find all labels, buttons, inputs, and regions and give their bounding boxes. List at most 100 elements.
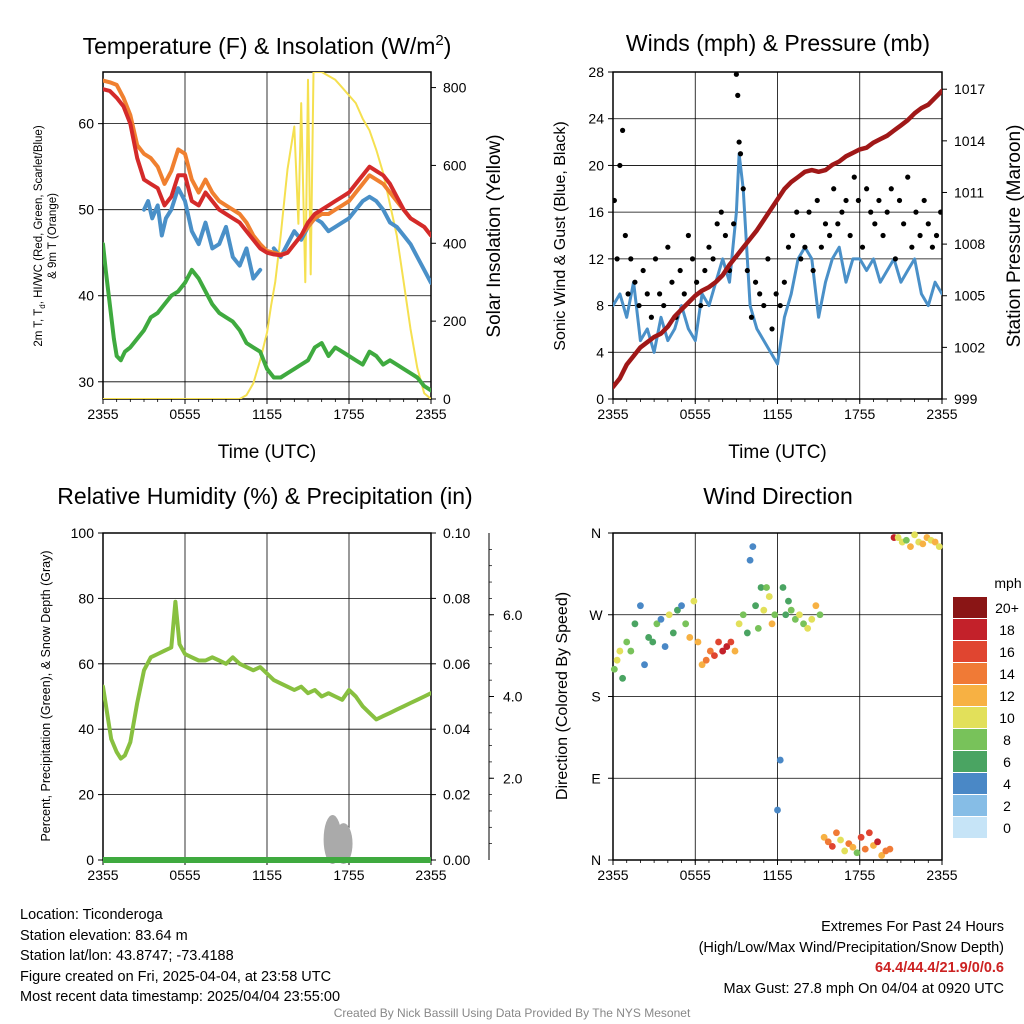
gust-point: [864, 186, 870, 192]
gust-point: [765, 256, 771, 262]
legend-label: 6: [1003, 754, 1011, 770]
wind-direction-point: [878, 852, 886, 859]
y2-tick-label: 0.04: [443, 721, 470, 737]
legend-label: 12: [999, 688, 1015, 704]
y-tick-label: 24: [588, 111, 604, 127]
wind-direction-point: [886, 845, 894, 853]
y2-tick-label: 800: [443, 80, 467, 96]
gust-point: [698, 302, 704, 309]
x-tick-label: 2355: [597, 406, 628, 422]
gust-point: [868, 209, 874, 215]
wind-direction-point: [674, 606, 681, 614]
y2-tick-label: 1008: [954, 236, 985, 252]
y-axis-label-part: , HI/WC (Red, Green, Scarlet/Blue): [33, 125, 45, 304]
station-latlon: Station lat/lon: 43.8747; -73.4188: [20, 948, 234, 964]
wind-direction-point: [765, 593, 773, 600]
x-tick-label: 0555: [169, 406, 200, 422]
y2-tick-label: 1017: [954, 81, 985, 97]
gust-point: [733, 72, 739, 77]
max-gust: Max Gust: 27.8 mph On 04/04 at 0920 UTC: [723, 980, 1004, 997]
wind-direction-point: [874, 838, 881, 846]
wind-direction-point: [808, 615, 816, 623]
y-tick-label: 50: [78, 202, 94, 218]
wind-direction-point: [907, 543, 914, 551]
x-tick-label: 2355: [415, 406, 446, 422]
y-axis-label: Percent, Precipitation (Green), & Snow D…: [39, 550, 53, 841]
y2-axis-label: Station Pressure (Maroon): [1004, 125, 1024, 348]
gust-point: [744, 267, 750, 274]
gust-point: [872, 221, 878, 227]
y2-tick-label: 600: [443, 157, 467, 173]
credit-line: Created By Nick Bassill Using Data Provi…: [333, 1006, 691, 1020]
wind-direction-point: [804, 624, 812, 632]
legend-label: 20+: [995, 600, 1019, 616]
x-tick-label: 0555: [680, 867, 711, 883]
y2-tick-label: 0.10: [443, 525, 470, 541]
gust-point: [789, 232, 796, 239]
wind-direction-point: [661, 643, 669, 650]
x-tick-label: 2355: [87, 867, 118, 883]
legend-label: 2: [1003, 798, 1011, 814]
series-line-solar-insolation: [103, 72, 431, 399]
gust-point: [677, 267, 683, 274]
y2-tick-label: 0.08: [443, 590, 470, 606]
legend-swatch: [953, 817, 987, 838]
y-tick-label: 60: [78, 656, 94, 672]
snow-depth-bump: [334, 823, 353, 864]
wind-direction-point: [686, 634, 694, 641]
y2-tick-label: 400: [443, 235, 467, 251]
x-tick-label: 1755: [844, 406, 875, 422]
station-info: Location: Ticonderoga Station elevation:…: [20, 905, 340, 1008]
gust-point: [694, 279, 700, 285]
x-tick-label: 2355: [926, 867, 957, 883]
gust-point: [735, 92, 741, 98]
gust-point: [794, 209, 800, 215]
wind-direction-point: [820, 833, 828, 841]
wind-direction-point: [816, 611, 824, 619]
x-tick-label: 1755: [333, 867, 364, 883]
gust-point: [814, 197, 820, 204]
legend-swatch: [953, 597, 987, 618]
wind-direction-point: [796, 611, 803, 619]
chart-title: Relative Humidity (%) & Precipitation (i…: [57, 483, 472, 509]
plot-frame: [612, 71, 943, 400]
wind-direction-point: [746, 556, 754, 564]
wind-direction-point: [837, 836, 844, 844]
wind-direction-point: [760, 606, 768, 614]
y-tick-label: N: [591, 852, 601, 868]
y-tick-label: 12: [588, 251, 604, 267]
winds-panel: Winds (mph) & Pressure (mb) 2355 0555 1155 1…: [552, 30, 1024, 463]
y-tick-label: 0: [596, 391, 604, 407]
legend-swatch: [953, 641, 987, 662]
gust-point: [876, 197, 882, 204]
legend-swatch: [953, 795, 987, 816]
x-tick-label: 2355: [926, 406, 957, 422]
wind-direction-point: [669, 629, 677, 637]
gust-point: [810, 267, 816, 274]
y-tick-label: 16: [588, 204, 604, 220]
station-location: Location: Ticonderoga: [20, 907, 163, 923]
gust-point: [855, 197, 861, 204]
wind-direction-point: [754, 624, 762, 632]
gust-point: [835, 221, 841, 227]
gust-point: [737, 151, 744, 157]
gust-point: [913, 209, 919, 215]
legend-swatch: [953, 663, 987, 684]
gust-point: [619, 127, 626, 133]
x-tick-label: 1155: [252, 867, 282, 883]
gust-point: [622, 232, 628, 239]
wind-direction-point: [711, 652, 718, 660]
gust-point: [752, 279, 759, 285]
gust-point: [847, 232, 853, 239]
y2-tick-label: 1011: [954, 184, 984, 200]
station-elevation: Station elevation: 83.64 m: [20, 927, 188, 944]
y-axis-label-part: 2m T, T: [33, 309, 45, 347]
most-recent-timestamp: Most recent data timestamp: 2025/04/04 2…: [20, 989, 341, 1005]
gust-point: [925, 221, 931, 227]
y-tick-label: 4: [596, 344, 604, 360]
y-tick-label: 80: [78, 590, 94, 606]
wind-direction-point: [768, 620, 776, 628]
y-axis-label: 2m T, Td, HI/WC (Red, Green, Scarlet/Blu…: [33, 125, 47, 346]
gust-point: [888, 186, 894, 192]
gust-point: [614, 256, 620, 262]
